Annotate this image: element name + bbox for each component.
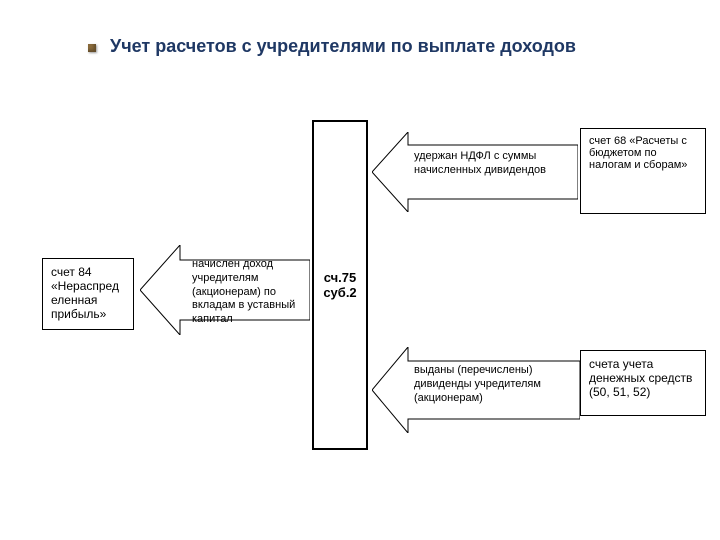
arrow-bottom-right-label: выданы (перечислены) дивиденды учредител… bbox=[414, 364, 564, 405]
page-title: Учет расчетов с учредителями по выплате … bbox=[110, 36, 576, 57]
account-68-box: счет 68 «Расчеты с бюджетом по налогам и… bbox=[580, 128, 706, 214]
center-account-box: сч.75 суб.2 bbox=[312, 120, 368, 450]
center-line2: суб.2 bbox=[323, 285, 356, 300]
account-84-box: счет 84 «Нераспред еленная прибыль» bbox=[42, 258, 134, 330]
title-bullet bbox=[88, 44, 96, 52]
center-line1: сч.75 bbox=[324, 270, 357, 285]
arrow-top-right-label: удержан НДФЛ с суммы начисленных дивиден… bbox=[414, 150, 564, 178]
cash-accounts-box: счета учета денежных средств (50, 51, 52… bbox=[580, 350, 706, 416]
arrow-left-label: начислен доход учредителям (акционерам) … bbox=[192, 258, 302, 327]
